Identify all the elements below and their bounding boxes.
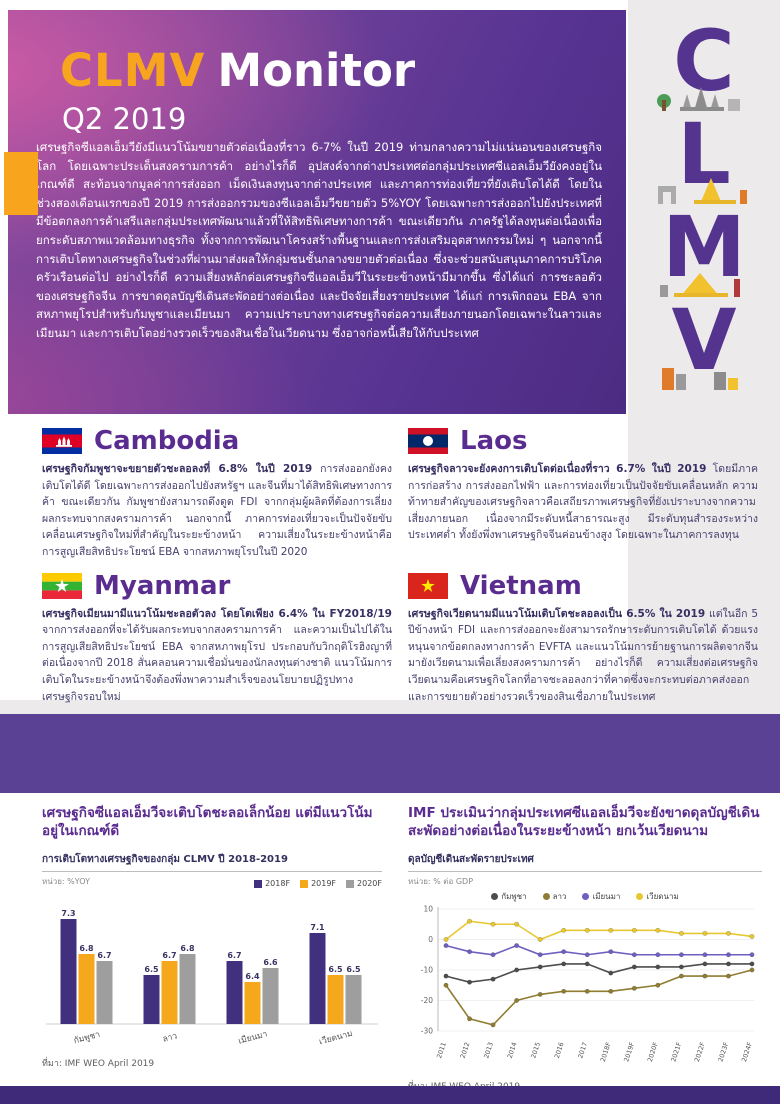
svg-text:2022F: 2022F bbox=[693, 1041, 707, 1063]
svg-text:6.7: 6.7 bbox=[162, 951, 176, 960]
country-body: แต่ในอีก 5 ปีข้างหน้า FDI และการส่งออกจะ… bbox=[408, 607, 758, 703]
svg-text:-30: -30 bbox=[421, 1027, 433, 1036]
gdp-growth-bar-chart: 7.36.86.7กัมพูชา6.56.76.8ลาว6.76.46.6เมี… bbox=[46, 909, 378, 1048]
country-body: จากการส่งออกที่จะได้รับผลกระทบจากสงครามก… bbox=[42, 624, 392, 703]
svg-text:6.5: 6.5 bbox=[346, 965, 361, 974]
country-name: Myanmar bbox=[94, 570, 231, 601]
orange-accent-square bbox=[4, 152, 38, 215]
svg-text:6.6: 6.6 bbox=[263, 958, 278, 967]
svg-text:2019F: 2019F bbox=[622, 1041, 636, 1063]
gdp-growth-chart-panel: เศรษฐกิจซีแอลเอ็มวีจะเติบโตชะลอเล็กน้อย … bbox=[42, 804, 382, 1070]
svg-text:6.5: 6.5 bbox=[328, 965, 343, 974]
pagoda-icon bbox=[660, 273, 740, 297]
brand-clmv: CLMV bbox=[60, 44, 206, 97]
bar-chart-unit: หน่วย: %YOY bbox=[42, 877, 90, 886]
angkor-wat-icon bbox=[657, 87, 740, 111]
laos-landmark-icon bbox=[658, 178, 747, 204]
brand-monitor: Monitor bbox=[217, 44, 416, 97]
svg-text:2020F: 2020F bbox=[646, 1041, 660, 1063]
svg-text:6.7: 6.7 bbox=[97, 951, 111, 960]
vietnam-flag-icon bbox=[408, 572, 448, 599]
svg-text:2023F: 2023F bbox=[716, 1041, 730, 1063]
svg-text:6.8: 6.8 bbox=[79, 944, 94, 953]
line-chart-legend: กัมพูชา ลาว เมียนมา เวียดนาม bbox=[408, 890, 762, 903]
svg-text:6.8: 6.8 bbox=[180, 944, 195, 953]
letter-l: L bbox=[677, 105, 731, 203]
current-account-chart-panel: IMF ประเมินว่ากลุ่มประเทศซีแอลเอ็มวีจะยั… bbox=[408, 804, 762, 1093]
svg-text:-20: -20 bbox=[421, 996, 433, 1005]
bar-chart-legend: 2018F 2019F 2020F bbox=[254, 879, 382, 888]
svg-text:ลาว: ลาว bbox=[162, 1031, 179, 1045]
city-skyline-icon bbox=[662, 368, 738, 390]
country-lead: เศรษฐกิจเมียนมามีแนวโน้มชะลอตัวลง โดยโตเ… bbox=[42, 607, 392, 620]
letter-v: V bbox=[671, 291, 737, 389]
line-chart-unit: หน่วย: % ต่อ GDP bbox=[408, 877, 474, 886]
clmv-letter-art: C L M V bbox=[628, 18, 780, 390]
section-myanmar: Myanmar เศรษฐกิจเมียนมามีแนวโน้มชะลอตัวล… bbox=[42, 571, 392, 706]
header-banner: CLMV Monitor Q2 2019 เศรษฐกิจซีแอลเอ็มวีย… bbox=[8, 10, 626, 414]
country-lead: เศรษฐกิจลาวจะยังคงการเติบโตต่อเนื่องที่ร… bbox=[408, 463, 707, 475]
issue-subtitle: Q2 2019 bbox=[62, 102, 187, 136]
svg-text:2012: 2012 bbox=[459, 1041, 472, 1059]
svg-text:2017: 2017 bbox=[576, 1041, 589, 1059]
page-title: CLMV Monitor bbox=[60, 44, 415, 97]
svg-text:2021F: 2021F bbox=[669, 1041, 683, 1063]
svg-text:2015: 2015 bbox=[529, 1041, 542, 1059]
country-lead: เศรษฐกิจกัมพูชาจะขยายตัวชะลอลงที่ 6.8% ใ… bbox=[42, 463, 313, 475]
side-column-background bbox=[628, 0, 780, 714]
svg-text:2011: 2011 bbox=[435, 1041, 448, 1059]
section-vietnam: Vietnam เศรษฐกิจเวียดนามมีแนวโน้มเติบโตช… bbox=[408, 571, 758, 706]
svg-text:7.3: 7.3 bbox=[61, 909, 75, 918]
gray-divider-strip bbox=[0, 700, 780, 714]
cambodia-flag-icon bbox=[42, 428, 82, 454]
svg-text:10: 10 bbox=[423, 905, 433, 914]
svg-text:2016: 2016 bbox=[553, 1041, 566, 1059]
svg-text:7.1: 7.1 bbox=[310, 923, 325, 932]
country-lead: เศรษฐกิจเวียดนามมีแนวโน้มเติบโตชะลอลงเป็… bbox=[408, 607, 706, 620]
letter-m-block: M bbox=[644, 204, 764, 297]
section-laos: Laos เศรษฐกิจลาวจะยังคงการเติบโตต่อเนื่อ… bbox=[408, 426, 758, 561]
intro-paragraph: เศรษฐกิจซีแอลเอ็มวียังมีแนวโน้มขยายตัวต่… bbox=[36, 140, 602, 340]
country-name: Vietnam bbox=[460, 570, 582, 601]
chart-heading-left: เศรษฐกิจซีแอลเอ็มวีจะเติบโตชะลอเล็กน้อย … bbox=[42, 805, 373, 839]
svg-text:2013: 2013 bbox=[482, 1041, 495, 1059]
letter-c: C bbox=[673, 12, 735, 110]
svg-text:กัมพูชา: กัมพูชา bbox=[73, 1030, 102, 1047]
bar-chart-title: การเติบโตทางเศรษฐกิจของกลุ่ม CLMV ปี 201… bbox=[42, 852, 382, 872]
purple-divider-band bbox=[0, 714, 780, 793]
svg-text:2014: 2014 bbox=[506, 1041, 519, 1059]
country-body: โดยมีภาคการก่อสร้าง การส่งออกไฟฟ้า และกา… bbox=[408, 463, 758, 542]
svg-text:0: 0 bbox=[428, 935, 433, 944]
footer-bar bbox=[0, 1086, 780, 1104]
country-name: Laos bbox=[460, 426, 528, 456]
svg-text:6.4: 6.4 bbox=[245, 972, 260, 981]
svg-text:6.5: 6.5 bbox=[144, 965, 159, 974]
letter-v-block: V bbox=[644, 297, 764, 390]
letter-m: M bbox=[662, 198, 746, 296]
chart-heading-right: IMF ประเมินว่ากลุ่มประเทศซีแอลเอ็มวีจะยั… bbox=[408, 805, 760, 839]
svg-text:6.7: 6.7 bbox=[227, 951, 241, 960]
section-cambodia: Cambodia เศรษฐกิจกัมพูชาจะขยายตัวชะลอลงท… bbox=[42, 426, 392, 561]
myanmar-flag-icon bbox=[42, 572, 82, 599]
letter-c-block: C bbox=[644, 18, 764, 111]
svg-text:เมียนมา: เมียนมา bbox=[237, 1028, 269, 1046]
svg-text:เวียดนาม: เวียดนาม bbox=[318, 1028, 354, 1048]
country-sections: Cambodia เศรษฐกิจกัมพูชาจะขยายตัวชะลอลงท… bbox=[42, 426, 760, 705]
bar-chart-source: ที่มา: IMF WEO April 2019 bbox=[42, 1059, 155, 1069]
country-name: Cambodia bbox=[94, 426, 240, 456]
svg-text:2024F: 2024F bbox=[740, 1041, 754, 1063]
svg-text:-10: -10 bbox=[421, 966, 433, 975]
country-body: การส่งออกยังคงเติบโตได้ดี โดยเฉพาะการส่ง… bbox=[42, 463, 392, 558]
line-chart-title: ดุลบัญชีเดินสะพัดรายประเทศ bbox=[408, 852, 762, 872]
svg-text:2018F: 2018F bbox=[599, 1041, 613, 1063]
letter-l-block: L bbox=[644, 111, 764, 204]
laos-flag-icon bbox=[408, 428, 448, 454]
